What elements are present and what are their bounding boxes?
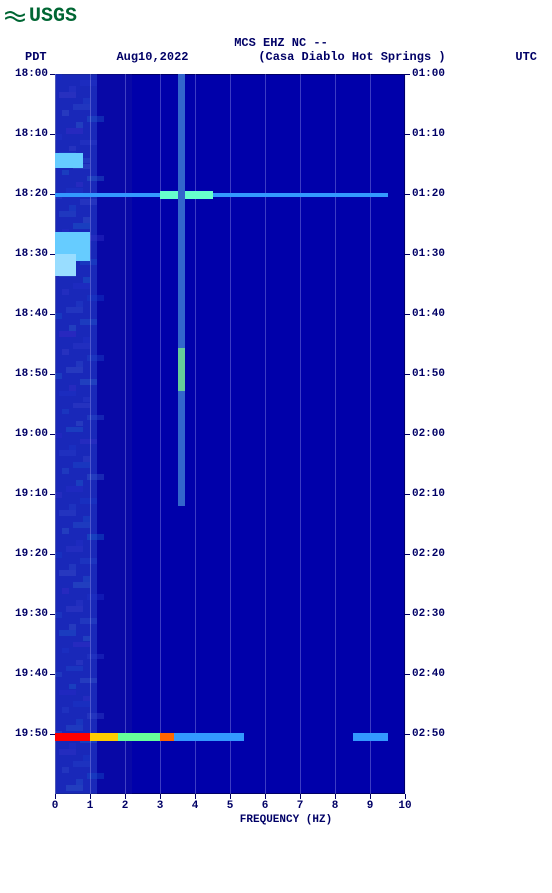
x-tick-label: 10 — [398, 800, 411, 812]
y-tick-right: 02:40 — [412, 668, 445, 680]
x-tick-label: 6 — [262, 800, 269, 812]
x-tick-label: 5 — [227, 800, 234, 812]
y-tick-left: 19:00 — [15, 428, 48, 440]
spectrogram-feature — [160, 191, 213, 198]
x-tick-label: 9 — [367, 800, 374, 812]
logo-text: USGS — [29, 5, 77, 28]
y-tick-right: 01:00 — [412, 68, 445, 80]
spectrogram-feature — [55, 153, 83, 167]
y-tick-left: 19:50 — [15, 728, 48, 740]
y-tick-left: 19:40 — [15, 668, 48, 680]
y-tick-left: 18:20 — [15, 188, 48, 200]
gridline — [195, 74, 196, 794]
spectrogram-feature — [178, 74, 185, 506]
gridline — [265, 74, 266, 794]
x-tick-label: 2 — [122, 800, 129, 812]
y-tick-right: 02:20 — [412, 548, 445, 560]
station: (Casa Diablo Hot Springs ) — [258, 50, 445, 64]
spectrogram-feature — [353, 733, 388, 742]
y-tick-right: 02:00 — [412, 428, 445, 440]
left-tz: PDT — [25, 50, 47, 64]
spectrogram-feature — [118, 733, 160, 742]
chart-title: MCS EHZ NC -- — [5, 36, 552, 50]
spectrogram-feature — [160, 733, 174, 742]
y-tick-left: 18:00 — [15, 68, 48, 80]
gridline — [300, 74, 301, 794]
x-tick-label: 4 — [192, 800, 199, 812]
y-tick-left: 19:30 — [15, 608, 48, 620]
x-tick-label: 7 — [297, 800, 304, 812]
usgs-logo: USGS — [5, 5, 552, 28]
y-tick-right: 02:10 — [412, 488, 445, 500]
gridline — [55, 74, 56, 794]
y-tick-left: 18:30 — [15, 248, 48, 260]
y-tick-right: 02:30 — [412, 608, 445, 620]
gridline — [90, 74, 91, 794]
y-tick-left: 18:40 — [15, 308, 48, 320]
y-tick-left: 19:10 — [15, 488, 48, 500]
gridline — [160, 74, 161, 794]
x-tick-label: 8 — [332, 800, 339, 812]
header-row: PDT Aug10,2022 (Casa Diablo Hot Springs … — [5, 50, 552, 64]
spectrogram-feature — [90, 733, 118, 742]
gridline — [370, 74, 371, 794]
noise-column — [97, 74, 132, 794]
y-tick-right: 02:50 — [412, 728, 445, 740]
x-tick-label: 0 — [52, 800, 59, 812]
spectrogram-feature — [55, 254, 76, 276]
y-tick-left: 18:10 — [15, 128, 48, 140]
chart-container: 01234567891018:0001:0018:1001:1018:2001:… — [55, 74, 517, 794]
y-tick-right: 01:10 — [412, 128, 445, 140]
date: Aug10,2022 — [116, 50, 188, 64]
y-tick-left: 19:20 — [15, 548, 48, 560]
spectrogram-feature — [55, 733, 90, 742]
x-tick-label: 1 — [87, 800, 94, 812]
spectrogram-feature — [55, 193, 388, 197]
right-tz: UTC — [515, 50, 537, 64]
x-axis-label: FREQUENCY (HZ) — [240, 814, 332, 826]
y-tick-right: 01:30 — [412, 248, 445, 260]
y-tick-right: 01:50 — [412, 368, 445, 380]
wave-icon — [5, 10, 25, 24]
gridline — [230, 74, 231, 794]
gridline — [125, 74, 126, 794]
y-tick-right: 01:40 — [412, 308, 445, 320]
spectrogram-feature — [174, 733, 244, 742]
spectrogram-feature — [178, 348, 185, 391]
y-tick-right: 01:20 — [412, 188, 445, 200]
gridline — [335, 74, 336, 794]
spectrogram: 01234567891018:0001:0018:1001:1018:2001:… — [55, 74, 405, 794]
x-tick-label: 3 — [157, 800, 164, 812]
y-tick-left: 18:50 — [15, 368, 48, 380]
